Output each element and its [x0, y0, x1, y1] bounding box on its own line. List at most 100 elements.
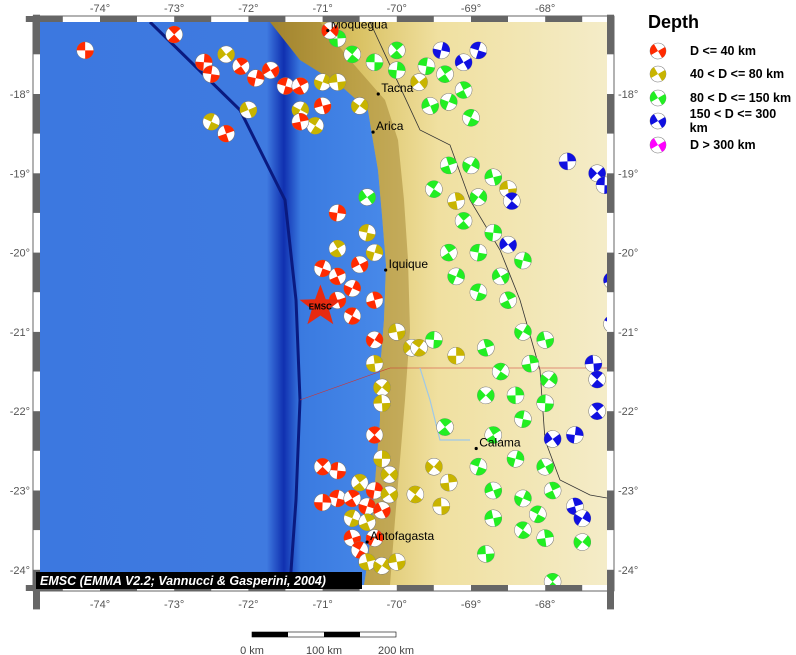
focal-mechanism	[358, 188, 376, 206]
city-marker	[474, 446, 478, 451]
focal-mechanism	[543, 572, 562, 585]
focal-mechanism	[558, 152, 577, 171]
focal-mechanism	[484, 168, 503, 187]
beachball-icon	[649, 89, 667, 106]
legend-label: D > 300 km	[690, 137, 756, 152]
focal-mechanism	[566, 426, 584, 444]
lon-tick-label: -69°	[461, 599, 481, 611]
focal-mechanism	[540, 370, 558, 389]
focal-mechanism	[261, 61, 280, 79]
focal-mechanism	[365, 481, 384, 500]
lon-tick-label: -69°	[461, 3, 481, 15]
beachball-icon	[649, 136, 667, 153]
credit-box: EMSC (EMMA V2.2; Vannucci & Gasperini, 2…	[36, 572, 362, 589]
focal-mechanism	[358, 553, 376, 571]
city-label: Moquegua	[331, 18, 388, 32]
focal-mechanism	[462, 156, 480, 175]
city-marker	[371, 130, 375, 134]
focal-mechanism	[536, 457, 554, 476]
focal-mechanism	[514, 489, 532, 508]
focal-mechanism	[343, 509, 362, 528]
focal-mechanism	[410, 73, 428, 91]
scale-bar: 0 km 100 km 200 km	[240, 631, 414, 655]
focal-mechanism	[217, 45, 235, 64]
focal-mechanism	[365, 291, 384, 309]
lat-tick-label: -22°	[10, 406, 30, 418]
epicenter[interactable]: EMSC	[299, 284, 342, 325]
focal-mechanism	[454, 81, 473, 99]
river	[419, 367, 470, 441]
focal-mechanism	[328, 73, 347, 91]
land	[270, 22, 607, 585]
focal-mechanism	[313, 493, 332, 512]
focal-mechanism	[380, 465, 399, 484]
focal-mechanism	[406, 485, 425, 504]
legend-beachball	[649, 113, 667, 130]
focal-mechanism	[358, 513, 376, 531]
focal-mechanism	[328, 489, 347, 508]
lat-tick-label: -19°	[10, 168, 30, 180]
focal-mechanism	[350, 473, 369, 492]
lon-tick-label: -72°	[238, 3, 258, 15]
focal-mechanism	[506, 386, 525, 405]
focal-mechanisms	[76, 22, 607, 585]
legend-item: 40 < D <= 80 km	[648, 63, 796, 87]
focal-mechanism	[439, 473, 458, 492]
focal-mechanism	[365, 354, 384, 373]
lat-tick-label: -23°	[10, 486, 30, 498]
lat-tick-label: -20°	[10, 248, 30, 260]
legend-beachball	[649, 136, 667, 153]
focal-mechanism	[436, 65, 454, 83]
focal-mechanism	[439, 93, 458, 111]
lon-tick-label: -68°	[535, 3, 555, 15]
focal-mechanism	[343, 489, 362, 508]
city-marker	[384, 268, 388, 272]
focal-mechanism	[595, 176, 607, 194]
focal-mechanism	[469, 283, 488, 301]
legend-label: 150 < D <= 300 km	[689, 107, 777, 136]
city-label: Iquique	[389, 257, 429, 271]
legend-label: 40 < D <= 80 km	[690, 67, 785, 82]
focal-mechanism	[477, 339, 495, 357]
focal-mechanism	[388, 323, 406, 341]
focal-mechanism	[328, 267, 347, 286]
focal-mechanism	[432, 497, 451, 516]
cities: Moquegua Tacna Arica Iquique Antofagasta Cala…	[326, 18, 521, 544]
beachball-icon	[649, 42, 667, 59]
focal-mechanism	[365, 529, 384, 547]
lat-tick-label: -20°	[618, 248, 638, 260]
lat-tick-label: -24°	[10, 565, 30, 577]
focal-mechanism	[484, 426, 503, 444]
focal-mechanism	[436, 418, 454, 436]
focal-mechanism	[484, 224, 503, 242]
map-canvas: Moquegua Tacna Arica Iquique Antofagasta Cala…	[10, 3, 639, 655]
focal-mechanism	[469, 243, 488, 262]
legend-item: 80 < D <= 150 km	[648, 86, 796, 110]
focal-mechanism	[358, 224, 376, 242]
focal-mechanism	[447, 346, 465, 365]
scale-label-0: 0 km	[240, 645, 264, 655]
focal-mechanism	[373, 378, 391, 397]
city-label: Tacna	[381, 81, 413, 95]
lon-tick-label: -73°	[164, 3, 184, 15]
lon-tick-label: -70°	[387, 599, 407, 611]
legend-item: D <= 40 km	[648, 39, 796, 63]
focal-mechanism	[536, 394, 554, 413]
focal-mechanism	[313, 457, 332, 476]
focal-mechanism	[447, 267, 465, 286]
focal-mechanism	[202, 65, 221, 83]
focal-mechanism	[247, 69, 265, 87]
beachball-icon	[649, 66, 667, 83]
lat-tick-label: -19°	[618, 168, 638, 180]
focal-mechanism	[499, 291, 517, 309]
epicenter-star-icon[interactable]	[299, 284, 342, 325]
focal-mechanism	[503, 192, 521, 210]
focal-mechanism	[462, 109, 480, 127]
focal-mechanism	[202, 113, 221, 131]
axis-labels: -74° -74° -73° -73° -72° -72° -71° -71° -70° -70°…	[10, 3, 639, 611]
legend-beachball	[649, 89, 667, 106]
focal-mechanism	[573, 533, 592, 551]
focal-mechanism	[432, 41, 451, 60]
focal-mechanism	[350, 255, 369, 274]
lon-tick-label: -71°	[312, 599, 332, 611]
